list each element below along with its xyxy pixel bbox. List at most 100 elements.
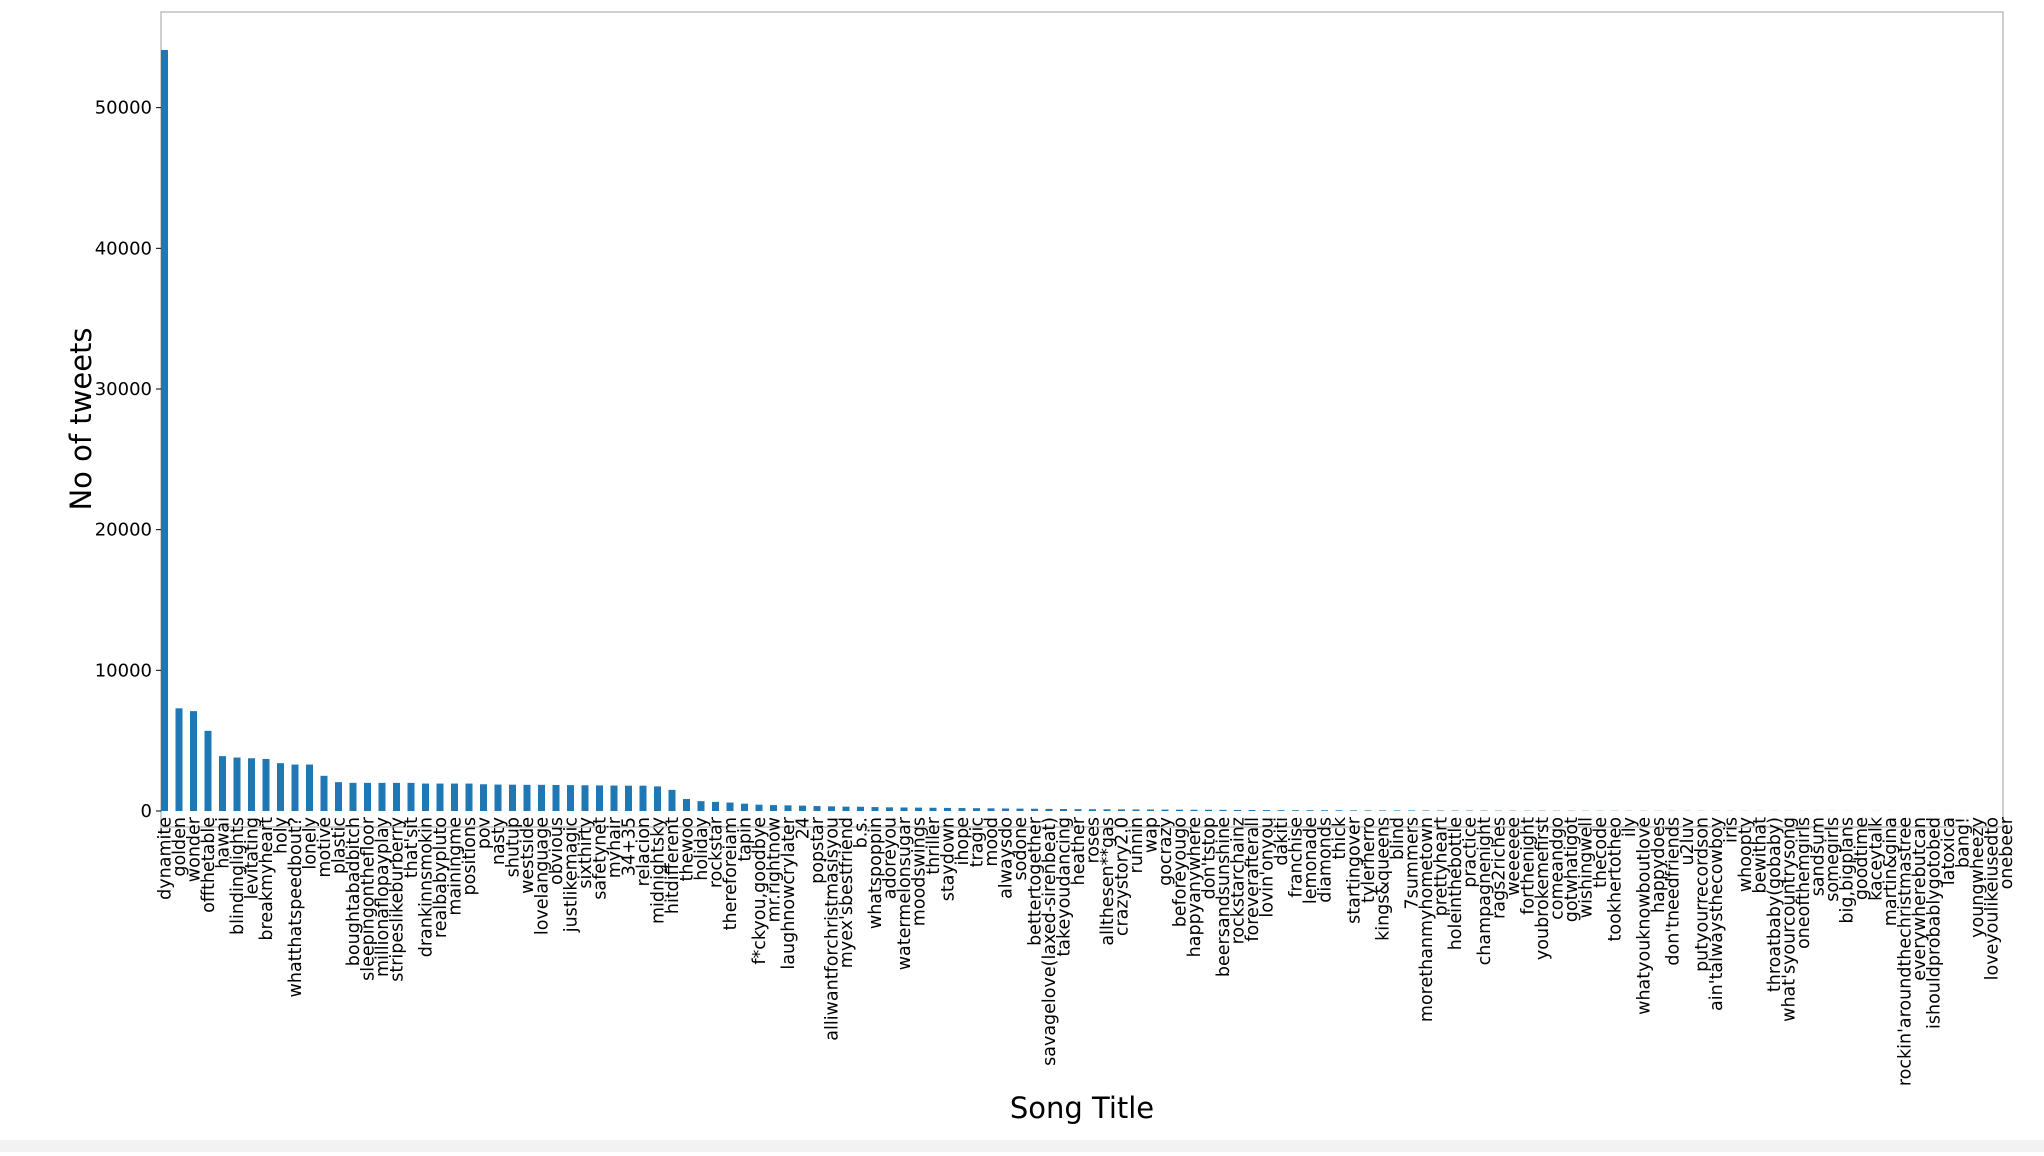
x-axis-label: Song Title (1010, 1091, 1154, 1125)
bar-39 (727, 803, 734, 811)
bar-48 (857, 807, 864, 811)
bar-66 (1118, 809, 1125, 811)
bar-7 (263, 759, 270, 811)
bar-37 (698, 801, 705, 811)
bar-72 (1205, 810, 1212, 811)
y-tick-label: 40000 (95, 238, 152, 259)
bar-5 (234, 758, 241, 811)
bar-21 (466, 784, 473, 811)
bar-10 (306, 765, 313, 811)
bar-12 (335, 782, 342, 811)
bar-44 (799, 806, 806, 811)
bar-4 (219, 756, 226, 811)
bar-49 (872, 807, 879, 811)
bar-27 (553, 785, 560, 811)
x-tick-label: ain'talwaysthecowboy (1707, 817, 1727, 1011)
bar-68 (1147, 810, 1154, 811)
bar-63 (1075, 809, 1082, 811)
bar-31 (611, 786, 618, 811)
bar-18 (422, 784, 429, 811)
bar-83 (1365, 810, 1372, 811)
bar-19 (437, 784, 444, 811)
y-axis-ticks: 0 10000 20000 30000 40000 50000 (95, 98, 161, 822)
bar-67 (1133, 809, 1140, 811)
bar-64 (1089, 809, 1096, 811)
y-tick-label: 10000 (95, 660, 152, 681)
bar-35 (669, 790, 676, 811)
bar-16 (393, 783, 400, 811)
y-tick-label: 20000 (95, 520, 152, 541)
bar-29 (582, 785, 589, 811)
bar-6 (248, 758, 255, 811)
bar-71 (1191, 810, 1198, 811)
bar-54 (944, 808, 951, 811)
bar-25 (524, 785, 531, 811)
bar-1 (176, 708, 183, 811)
bar-36 (683, 799, 690, 811)
bar-70 (1176, 810, 1183, 811)
bar-69 (1162, 810, 1169, 811)
bar-32 (625, 786, 632, 811)
bar-28 (567, 785, 574, 811)
bar-62 (1060, 809, 1067, 811)
bar-51 (901, 807, 908, 811)
bar-82 (1350, 810, 1357, 811)
bar-47 (843, 807, 850, 811)
bar-2 (190, 711, 197, 811)
bar-61 (1046, 809, 1053, 811)
bar-30 (596, 785, 603, 811)
bar-23 (495, 785, 502, 811)
bar-43 (785, 805, 792, 811)
bar-41 (756, 805, 763, 811)
x-axis-tick-labels: dynamitegoldenwonderoffthetablehawaiblin… (156, 816, 2018, 1086)
bar-73 (1220, 810, 1227, 811)
bar-74 (1234, 810, 1241, 811)
bar-57 (988, 808, 995, 811)
bar-59 (1017, 809, 1024, 811)
bar-76 (1263, 810, 1270, 811)
bar-55 (959, 808, 966, 811)
y-tick-label: 50000 (95, 98, 152, 119)
bar-17 (408, 783, 415, 811)
bar-79 (1307, 810, 1314, 811)
y-axis-label: No of tweets (64, 327, 98, 510)
bar-58 (1002, 808, 1009, 811)
bar-75 (1249, 810, 1256, 811)
window-bottom-strip (0, 1140, 2044, 1152)
y-tick-label: 0 (141, 801, 152, 822)
bar-81 (1336, 810, 1343, 811)
bar-78 (1292, 810, 1299, 811)
bar-22 (480, 784, 487, 811)
y-tick-label: 30000 (95, 379, 152, 400)
bar-15 (379, 783, 386, 811)
bar-86 (1408, 810, 1415, 811)
bar-24 (509, 785, 516, 811)
bar-3 (205, 731, 212, 811)
bar-77 (1278, 810, 1285, 811)
bar-56 (973, 808, 980, 811)
bar-40 (741, 804, 748, 811)
bar-52 (915, 808, 922, 811)
x-tick-label: onebeer (1997, 816, 2017, 889)
bar-38 (712, 802, 719, 811)
bar-46 (828, 806, 835, 811)
bar-85 (1394, 810, 1401, 811)
bar-14 (364, 783, 371, 811)
bar-33 (640, 786, 647, 811)
bar-53 (930, 808, 937, 811)
plot-area (161, 12, 2003, 827)
bar-0 (161, 50, 168, 811)
bar-11 (321, 776, 328, 811)
bar-65 (1104, 809, 1111, 811)
bar-60 (1031, 809, 1038, 811)
bar-84 (1379, 810, 1386, 811)
bar-80 (1321, 810, 1328, 811)
bar-13 (350, 783, 357, 811)
bar-42 (770, 805, 777, 811)
bar-50 (886, 807, 893, 811)
bar-20 (451, 784, 458, 811)
bar-45 (814, 806, 821, 811)
bar-8 (277, 763, 284, 811)
